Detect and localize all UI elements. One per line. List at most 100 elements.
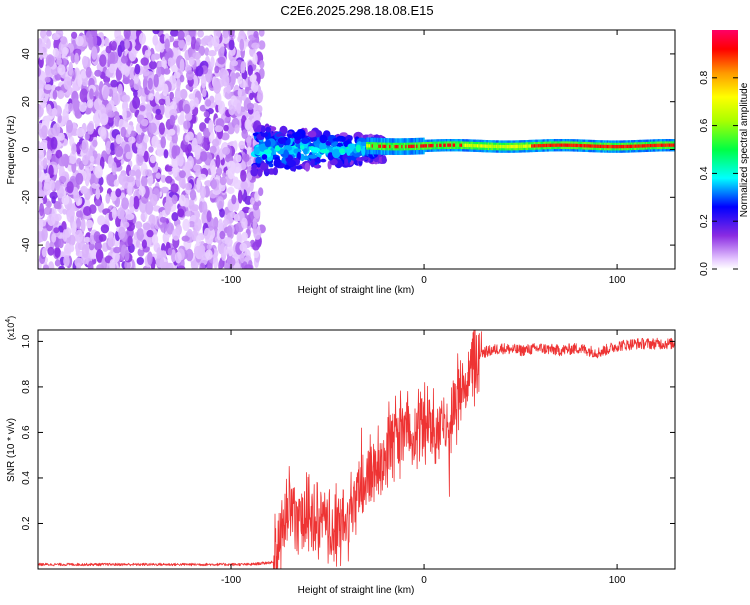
spectrogram-cell (381, 155, 387, 164)
spectrogram-cell (60, 153, 70, 167)
spectrogram-cell (214, 125, 223, 133)
spectrogram-cell (79, 88, 89, 103)
spectrogram-cell (48, 164, 54, 179)
spectrogram-cell (264, 139, 271, 148)
y-tick-label: -20 (21, 190, 32, 205)
spectrogram-cell (206, 243, 213, 250)
spectrogram-cell (136, 257, 144, 265)
spectrogram-cell (240, 169, 247, 182)
spectrogram-cell (454, 143, 456, 147)
colorbar-label: Normalized spectral amplitude (739, 82, 750, 217)
spectrogram-cell (566, 143, 568, 147)
spectrogram-cell (310, 158, 315, 168)
spectrogram-cell (216, 196, 225, 210)
spectrogram-cell (398, 145, 401, 149)
spectrogram-cell (391, 144, 394, 149)
spectrogram-cell (505, 145, 508, 149)
spectrogram-cell (182, 218, 190, 232)
spectrogram-cell (90, 30, 98, 37)
spectrogram-cell (219, 230, 226, 240)
spectrogram-cell (222, 146, 231, 155)
spectrogram-cell (626, 144, 629, 149)
spectrogram-cell (200, 37, 208, 47)
spectrogram-cell (495, 144, 498, 149)
spectrogram-cell (524, 144, 526, 148)
spectrogram-cell (81, 140, 89, 154)
spectrogram-cell (100, 224, 110, 234)
spectrogram-cell (92, 139, 98, 147)
spectrogram-cell (214, 91, 222, 106)
spectrogram-cell (458, 143, 460, 147)
spectrogram-cell (153, 73, 159, 88)
spectrogram-cell (230, 72, 236, 86)
spectrogram-cell (183, 120, 191, 130)
spectrogram-cell (124, 65, 130, 77)
spectrogram-cell (211, 35, 220, 48)
spectrogram-cell (183, 103, 191, 114)
spectrogram-cell (667, 143, 670, 147)
spectrogram-cell (81, 55, 89, 67)
spectrogram-cell (241, 217, 248, 229)
spectrogram-cell (645, 144, 648, 148)
spectrogram-cell (203, 111, 210, 118)
spectrogram-cell (181, 235, 190, 242)
spectrogram-cell (125, 151, 133, 160)
snr-xlabel: Height of straight line (km) (298, 585, 415, 596)
spectrogram-cell (386, 144, 389, 149)
spectrogram-cell (64, 228, 69, 239)
spectrogram-cell (265, 126, 271, 133)
spectrogram-cell (144, 104, 152, 118)
spectrogram-cell (251, 80, 259, 93)
spectrogram-cell (554, 143, 556, 147)
spectrogram-cell (401, 144, 404, 149)
spectrogram-cell (73, 190, 80, 203)
spectrogram-cell (444, 143, 447, 147)
spectrogram-cell (86, 122, 95, 135)
spectrogram-cell (142, 222, 151, 231)
spectrogram-cell (171, 155, 179, 169)
spectrogram-cell (291, 132, 300, 138)
spectrogram-cell (504, 145, 506, 149)
spectrogram-cell (113, 246, 122, 254)
spectrogram-cell (38, 149, 45, 162)
spectrogram-cell (208, 119, 214, 133)
spectrogram-cell (226, 186, 235, 195)
spectrogram-cell (188, 56, 195, 66)
spectrogram-cell (586, 144, 589, 148)
spectrogram-cell (169, 91, 175, 100)
spectrogram-cell (621, 144, 624, 149)
spectrogram-cell (599, 144, 602, 148)
spectrogram-cell (608, 144, 610, 149)
spectrogram-cell (417, 144, 420, 148)
spectrogram-cell (374, 144, 377, 148)
spectrogram-cell (564, 143, 567, 147)
spectrogram-cell (115, 188, 122, 198)
spectrogram-cell (92, 34, 98, 47)
spectrogram-cell (98, 234, 107, 242)
spectrogram-cell (66, 119, 73, 133)
spectrogram-cell (252, 164, 257, 170)
spectrogram-cells (38, 30, 675, 269)
spectrogram-cell (118, 226, 126, 239)
spectrogram-cell (631, 144, 633, 148)
spectrogram-cell (295, 165, 303, 170)
spectrogram-cell (146, 229, 154, 238)
spectrogram-cell (53, 227, 60, 234)
spectrogram-cell (377, 144, 379, 148)
spectrogram-cell (57, 64, 66, 76)
spectrogram-cell (431, 144, 433, 148)
spectrogram-cell (227, 244, 234, 257)
spectrogram-cell (46, 149, 52, 161)
spectrogram-cell (233, 262, 241, 269)
spectrogram-cell (329, 158, 338, 166)
spectrogram-cell (198, 173, 207, 180)
spectrogram-cell (38, 88, 45, 101)
spectrogram-cell (479, 144, 482, 148)
spectrogram-cell (548, 143, 551, 147)
spectrogram-cell (194, 218, 202, 232)
spectrogram-cell (472, 144, 475, 148)
spectrogram-cell (192, 52, 202, 60)
spectrogram-cell (278, 142, 284, 148)
spectrogram-cell (132, 96, 141, 109)
spectrogram-cell (44, 84, 53, 91)
